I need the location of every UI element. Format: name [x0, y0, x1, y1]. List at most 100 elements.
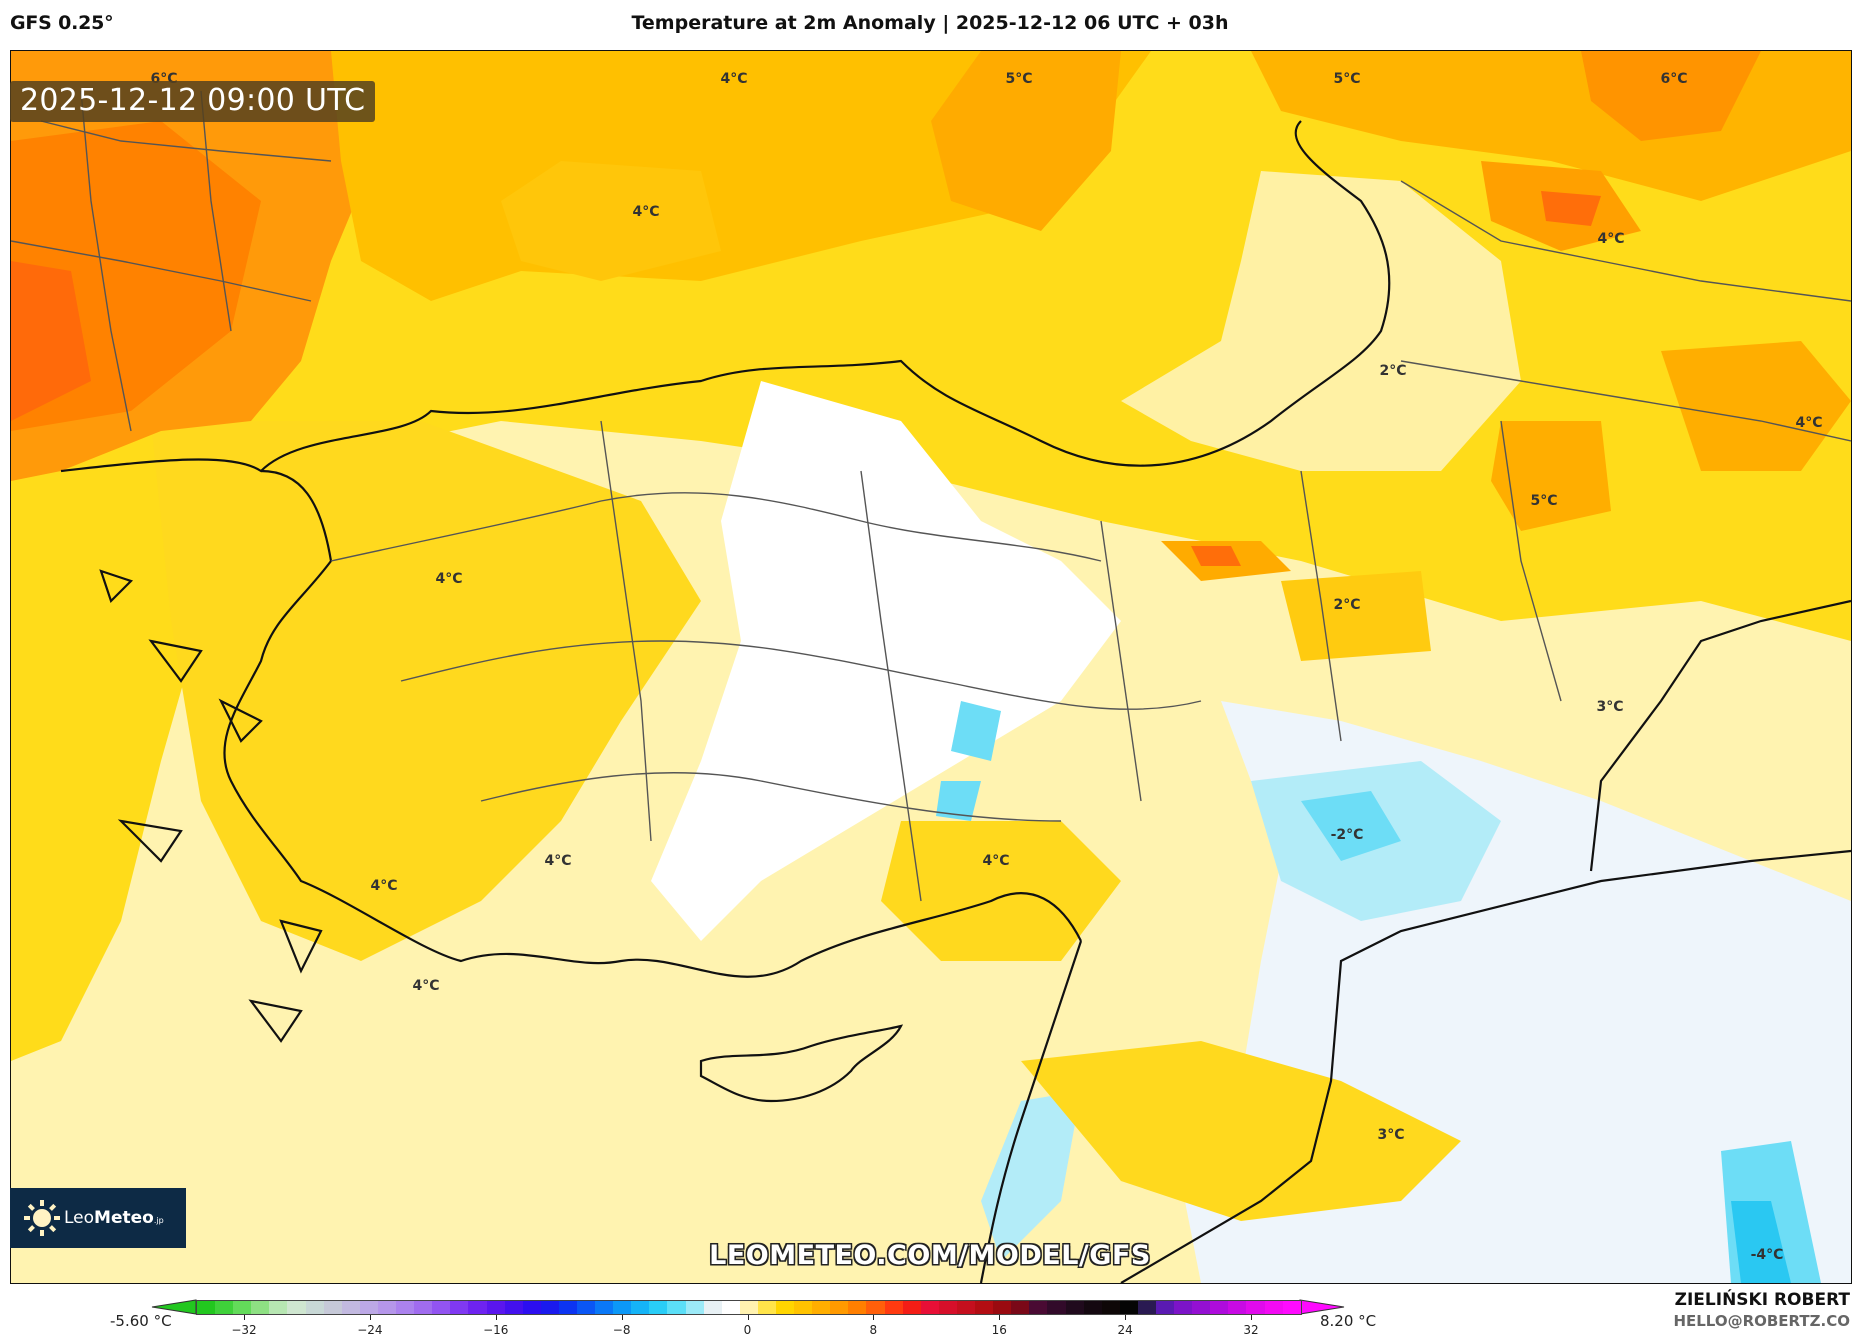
- colorbar-swatch: [1228, 1301, 1247, 1314]
- colorbar-swatch: [595, 1301, 614, 1314]
- colorbar-swatch: [703, 1301, 722, 1314]
- colorbar-tick-label: −32: [231, 1323, 257, 1337]
- colorbar-swatch: [776, 1301, 795, 1314]
- colorbar-swatch: [667, 1301, 686, 1314]
- leometeo-logo[interactable]: LeoMeteo.jp: [10, 1188, 186, 1248]
- colorbar-swatch: [902, 1301, 921, 1314]
- colorbar-tick: [621, 1315, 623, 1320]
- colorbar-swatch: [377, 1301, 397, 1314]
- contour-label: 4°C: [435, 571, 463, 587]
- colorbar-swatch: [956, 1301, 976, 1314]
- colorbar-max-label: 8.20 °C: [1320, 1312, 1377, 1330]
- colorbar-tick-label: −8: [612, 1323, 631, 1337]
- colorbar-swatch: [685, 1301, 704, 1314]
- colorbar-tick: [999, 1315, 1001, 1320]
- colorbar-swatch: [920, 1301, 939, 1314]
- colorbar-swatch: [631, 1301, 650, 1314]
- colorbar-swatch: [1174, 1301, 1193, 1314]
- colorbar-swatch: [1119, 1301, 1138, 1314]
- colorbar-tick-label: 8: [869, 1323, 878, 1337]
- author-email: HELLO@ROBERTZ.CO: [1673, 1312, 1850, 1330]
- contour-label: -2°C: [1330, 827, 1364, 843]
- contour-label: 2°C: [1379, 363, 1407, 379]
- map-canvas[interactable]: 6°C 4°C 5°C 5°C 6°C 4°C 4°C 2°C 4°C 5°C 4°C 2°C 3°C -…: [10, 50, 1852, 1284]
- colorbar-swatch: [251, 1301, 270, 1314]
- colorbar: [196, 1300, 1302, 1315]
- model-label: GFS 0.25°: [10, 12, 114, 34]
- colorbar-swatch: [197, 1301, 216, 1314]
- colorbar-swatch: [1029, 1301, 1048, 1314]
- colorbar-swatch: [504, 1301, 523, 1314]
- colorbar-swatch: [884, 1301, 903, 1314]
- colorbar-swatch: [522, 1301, 541, 1314]
- colorbar-swatch: [1210, 1301, 1229, 1314]
- colorbar-swatch: [576, 1301, 596, 1314]
- colorbar-tick-label: −24: [357, 1323, 383, 1337]
- colorbar-swatch: [1011, 1301, 1030, 1314]
- colorbar-swatch: [233, 1301, 252, 1314]
- colorbar-tick-label: 16: [991, 1323, 1007, 1337]
- colorbar-swatch: [975, 1301, 994, 1314]
- colorbar-swatch: [848, 1301, 867, 1314]
- colorbar-swatch: [866, 1301, 885, 1314]
- colorbar-tick: [1251, 1315, 1252, 1320]
- contour-label: 5°C: [1333, 71, 1361, 87]
- sun-icon: [24, 1200, 60, 1236]
- colorbar-tick: [747, 1315, 749, 1320]
- contour-label: 4°C: [544, 853, 572, 869]
- contour-label: 4°C: [720, 71, 748, 87]
- colorbar-swatch: [1065, 1301, 1084, 1314]
- colorbar-swatch: [938, 1301, 957, 1314]
- colorbar-swatch: [1282, 1301, 1301, 1314]
- colorbar-swatch: [359, 1301, 378, 1314]
- colorbar-swatch: [558, 1301, 577, 1314]
- contour-label: 4°C: [370, 878, 398, 894]
- contour-label: 4°C: [412, 978, 440, 994]
- contour-label: 6°C: [1660, 71, 1688, 87]
- colorbar-swatch: [1246, 1301, 1265, 1314]
- colorbar-swatch: [1047, 1301, 1066, 1314]
- colorbar-swatch: [1155, 1301, 1175, 1314]
- colorbar-tick-label: 24: [1117, 1323, 1133, 1337]
- contour-label: 5°C: [1530, 493, 1558, 509]
- chart-title: Temperature at 2m Anomaly | 2025-12-12 0…: [631, 12, 1229, 34]
- colorbar-tick-label: 32: [1243, 1323, 1259, 1337]
- valid-time-badge: 2025-12-12 09:00 UTC: [10, 81, 376, 122]
- contour-label: 4°C: [1795, 415, 1823, 431]
- colorbar-swatch: [540, 1301, 559, 1314]
- colorbar-swatch: [1264, 1301, 1283, 1314]
- logo-text: LeoMeteo.jp: [64, 1208, 164, 1228]
- contour-label: 3°C: [1596, 699, 1624, 715]
- colorbar-swatch: [1101, 1301, 1120, 1314]
- colorbar-swatch: [613, 1301, 632, 1314]
- colorbar-tick: [244, 1315, 245, 1320]
- colorbar-swatch: [1137, 1301, 1156, 1314]
- colorbar-swatch: [341, 1301, 360, 1314]
- colorbar-swatch: [323, 1301, 342, 1314]
- contour-label: 4°C: [982, 853, 1010, 869]
- colorbar-swatch: [757, 1301, 776, 1314]
- colorbar-swatch: [993, 1301, 1012, 1314]
- colorbar-swatch: [721, 1301, 740, 1314]
- colorbar-swatch: [486, 1301, 505, 1314]
- author-credit: ZIELIŃSKI ROBERT HELLO@ROBERTZ.CO: [1673, 1290, 1850, 1330]
- colorbar-swatch: [414, 1301, 433, 1314]
- colorbar-swatch: [649, 1301, 668, 1314]
- colorbar-swatch: [830, 1301, 849, 1314]
- colorbar-tick: [873, 1315, 875, 1320]
- contour-label: 5°C: [1005, 71, 1033, 87]
- colorbar-tick: [1125, 1315, 1127, 1320]
- contour-label: -4°C: [1750, 1247, 1784, 1263]
- colorbar-swatch: [1083, 1301, 1102, 1314]
- contour-label: 4°C: [1597, 231, 1625, 247]
- colorbar-swatch: [215, 1301, 234, 1314]
- colorbar-swatch: [1192, 1301, 1211, 1314]
- colorbar-min-label: -5.60 °C: [110, 1312, 172, 1330]
- colorbar-swatch: [305, 1301, 324, 1314]
- colorbar-tick-label: −16: [483, 1323, 509, 1337]
- contour-label: 2°C: [1333, 597, 1361, 613]
- colorbar-swatch: [450, 1301, 469, 1314]
- colorbar-swatch: [396, 1301, 415, 1314]
- colorbar-tick-label: 0: [743, 1323, 752, 1337]
